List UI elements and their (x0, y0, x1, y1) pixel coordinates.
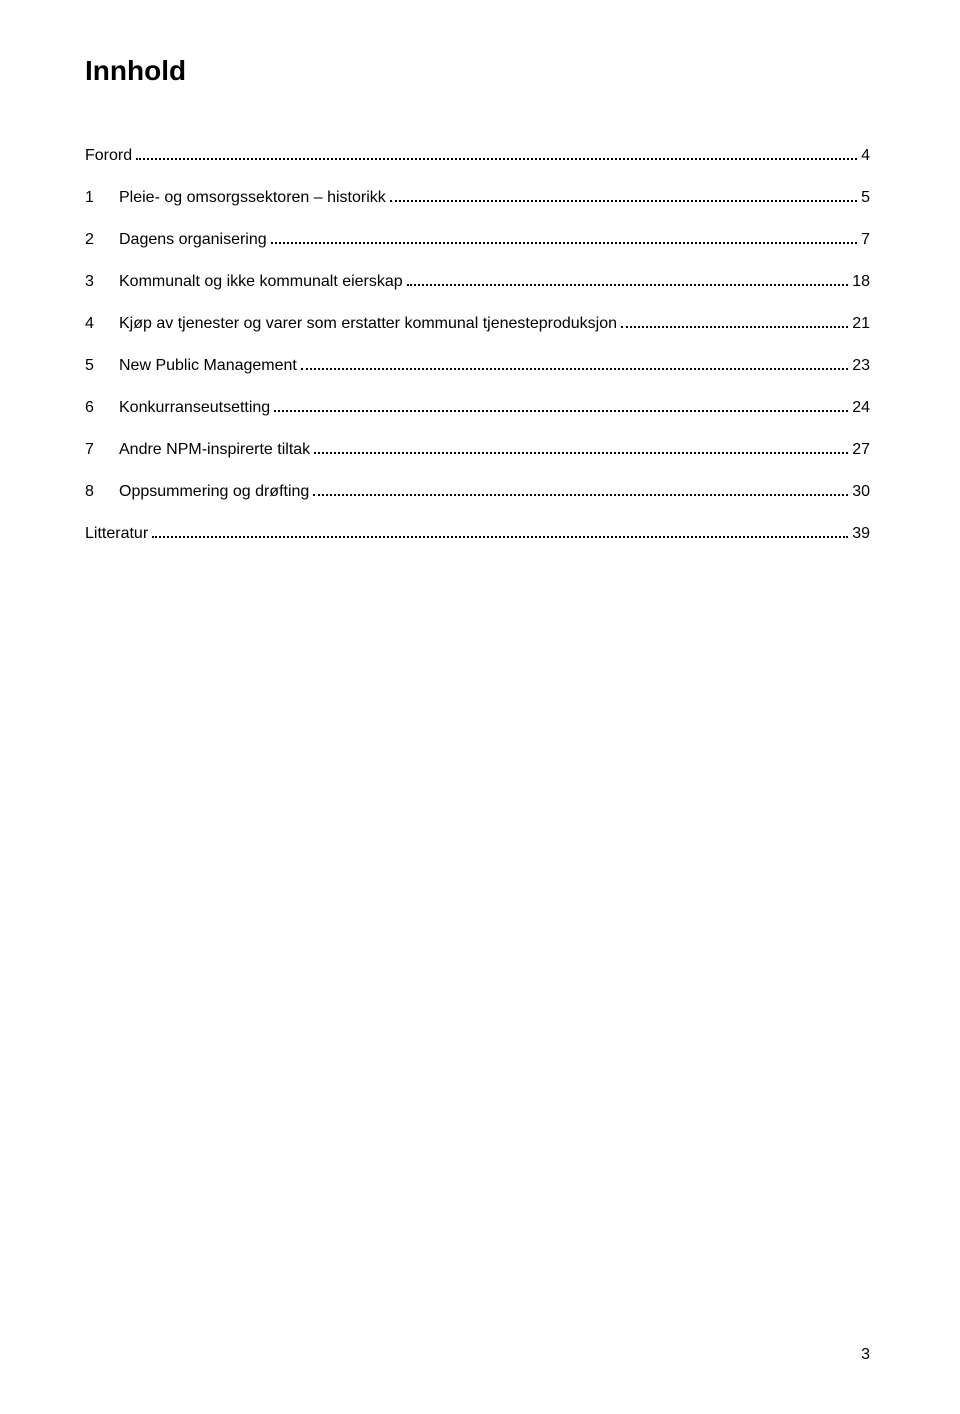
toc-entry: 8Oppsummering og drøfting 30 (85, 483, 870, 501)
toc-entry-page: 23 (852, 357, 870, 375)
toc-entry-page: 18 (852, 273, 870, 291)
toc-entry-number: 8 (85, 483, 119, 501)
toc-entry-page: 24 (852, 399, 870, 417)
toc-leader-dots (152, 536, 848, 538)
toc-entry-text: Oppsummering og drøfting (119, 483, 309, 501)
toc-entry: 6Konkurranseutsetting 24 (85, 399, 870, 417)
toc-entry: 1Pleie- og omsorgssektoren – historikk 5 (85, 189, 870, 207)
toc-entry-text: Andre NPM-inspirerte tiltak (119, 441, 310, 459)
toc-leader-dots (313, 494, 848, 496)
toc-entry-number: 3 (85, 273, 119, 291)
toc-leader-dots (407, 284, 849, 286)
toc-entry-number: 6 (85, 399, 119, 417)
toc-entry-text: Kjøp av tjenester og varer som erstatter… (119, 315, 617, 333)
page-title: Innhold (85, 55, 870, 87)
toc-entry-text: New Public Management (119, 357, 297, 375)
toc-entry: Litteratur 39 (85, 525, 870, 543)
toc-entry-text: Pleie- og omsorgssektoren – historikk (119, 189, 386, 207)
toc-entry: 3Kommunalt og ikke kommunalt eierskap 18 (85, 273, 870, 291)
toc-leader-dots (314, 452, 848, 454)
toc-entry: 5New Public Management 23 (85, 357, 870, 375)
toc-entry-number: 4 (85, 315, 119, 333)
toc-entry-page: 5 (861, 189, 870, 207)
toc-entry-text: Konkurranseutsetting (119, 399, 270, 417)
toc-leader-dots (390, 200, 857, 202)
toc-entry: Forord 4 (85, 147, 870, 165)
toc-entry-number: 5 (85, 357, 119, 375)
toc-leader-dots (136, 158, 857, 160)
toc-entry-number: 2 (85, 231, 119, 249)
toc-entry-number: 1 (85, 189, 119, 207)
toc-entry-number: 7 (85, 441, 119, 459)
toc-entry: 7Andre NPM-inspirerte tiltak 27 (85, 441, 870, 459)
toc-leader-dots (301, 368, 848, 370)
toc-entry-page: 27 (852, 441, 870, 459)
toc-entry: 4Kjøp av tjenester og varer som erstatte… (85, 315, 870, 333)
toc-entry-page: 39 (852, 525, 870, 543)
page-number: 3 (861, 1346, 870, 1364)
table-of-contents: Forord 4 1Pleie- og omsorgssektoren – hist… (85, 147, 870, 543)
toc-entry-text: Litteratur (85, 525, 148, 543)
toc-leader-dots (274, 410, 848, 412)
toc-leader-dots (621, 326, 848, 328)
toc-entry-page: 4 (861, 147, 870, 165)
toc-entry-page: 21 (852, 315, 870, 333)
toc-entry-text: Dagens organisering (119, 231, 267, 249)
toc-leader-dots (271, 242, 857, 244)
page-content: Innhold Forord 4 1Pleie- og omsorgssektore… (0, 0, 960, 617)
toc-entry-page: 7 (861, 231, 870, 249)
toc-entry: 2Dagens organisering 7 (85, 231, 870, 249)
toc-entry-page: 30 (852, 483, 870, 501)
toc-entry-text: Kommunalt og ikke kommunalt eierskap (119, 273, 403, 291)
toc-entry-text: Forord (85, 147, 132, 165)
